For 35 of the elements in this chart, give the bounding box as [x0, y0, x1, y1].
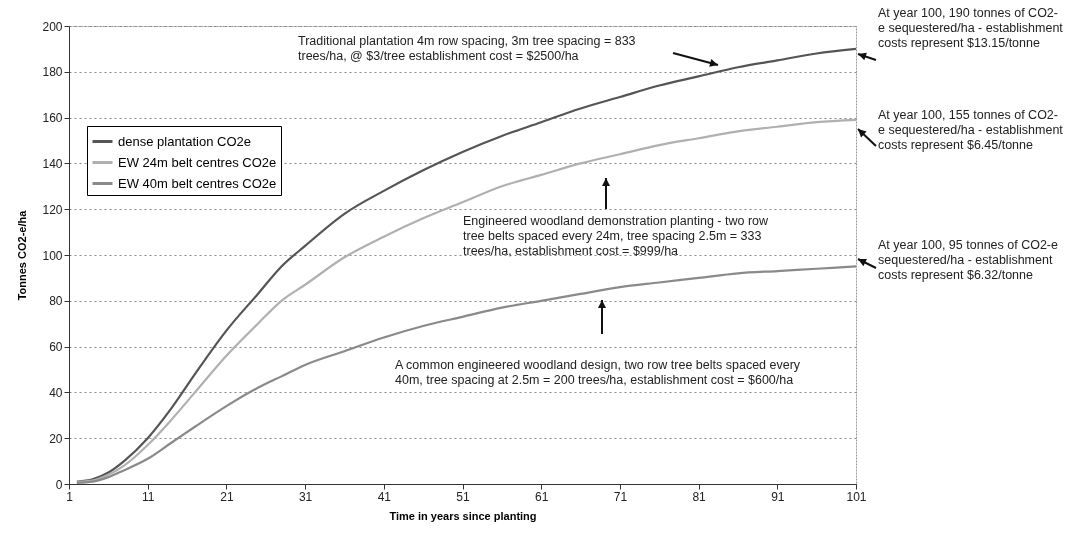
- x-tick-label: 11: [141, 489, 155, 504]
- y-tick-label: 80: [49, 294, 63, 309]
- y-tick-label: 180: [42, 65, 63, 80]
- line-series: [75, 47, 858, 483]
- legend-label: dense plantation CO2e: [118, 133, 251, 149]
- text: At year 100, 95 tonnes of CO2-e sequestered/ha - establishment costs represent $6.32/tonne: [878, 238, 1059, 283]
- annotation: Traditional plantation 4m row spacing, 3m tree spacing = 833 trees/ha, @ $3/tree establishment cost = $2500/ha: [298, 34, 637, 64]
- x-tick-label: 91: [771, 489, 785, 504]
- y-tick-label: 40: [49, 385, 63, 400]
- x-tick-label: 41: [377, 489, 392, 504]
- y-tick-label: 20: [49, 431, 63, 446]
- annotation: A common engineered woodland design, two row tree belts spaced every 40m, tree spacing at 2.5m = 200 trees/ha, establishment cost = $600/ha: [395, 358, 802, 388]
- text: At year 100, 190 tonnes of CO2-e sequestered/ha - establishment costs represent $13.15/tonne: [878, 6, 1063, 51]
- y-tick-label: 120: [42, 202, 63, 217]
- x-axis-title: Time in years since planting: [389, 509, 537, 522]
- x-tick-label: 1: [66, 489, 74, 504]
- x-tick-label: 51: [456, 489, 470, 504]
- legend-label: EW 24m belt centres CO2e: [118, 154, 277, 170]
- x-tick-label: 81: [692, 489, 707, 504]
- x-tick-label: 101: [846, 489, 867, 504]
- y-axis-title: Tonnes CO2-e/ha: [16, 209, 29, 301]
- y-tick-label: 60: [49, 340, 63, 355]
- legend-label: EW 40m belt centres CO2e: [118, 175, 277, 191]
- x-tick-label: 61: [535, 489, 549, 504]
- text: At year 100, 155 tonnes of CO2-e sequestered/ha - establishment costs represent $6.45/tonne: [878, 108, 1063, 153]
- y-tick-label: 140: [42, 156, 63, 171]
- y-tick-label: 160: [42, 111, 63, 126]
- y-tick-label: 200: [42, 19, 63, 34]
- x-tick-label: 31: [298, 489, 313, 504]
- y-tick-label: 100: [42, 248, 63, 263]
- x-tick-label: 21: [220, 489, 234, 504]
- y-tick-label: 0: [55, 477, 63, 492]
- x-tick-label: 71: [613, 489, 628, 504]
- annotation: Engineered woodland demonstration planting - two row tree belts spaced every 24m, tree spacing 2.5m = 333 trees/ha, establishment cost = $999/ha: [463, 214, 770, 259]
- line-series: [75, 118, 858, 483]
